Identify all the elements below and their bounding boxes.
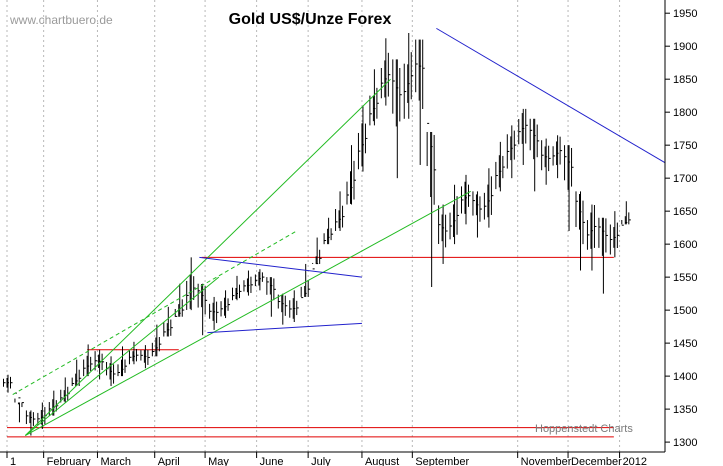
green-trend-line <box>25 276 220 436</box>
x-axis-month-labels: 1 February March April May June July August Sept… <box>6 452 647 466</box>
green-trend-line <box>12 230 297 396</box>
watermark: www.chartbuero.de <box>9 13 113 27</box>
x-tick-label: 2012 <box>623 456 647 466</box>
x-tick-label: June <box>260 456 284 466</box>
x-tick-label: December <box>571 456 622 466</box>
x-tick-label: April <box>158 456 180 466</box>
y-tick-label: 1700 <box>673 173 697 185</box>
price-bars <box>3 32 631 436</box>
blue-trend-line <box>207 322 362 334</box>
y-tick-label: 1500 <box>673 305 697 317</box>
y-tick-label: 1400 <box>673 371 697 383</box>
y-tick-label: 1650 <box>673 206 697 218</box>
y-tick-label: 1850 <box>673 74 697 86</box>
y-tick-label: 1600 <box>673 239 697 251</box>
y-tick-label: 1550 <box>673 272 697 284</box>
x-tick-label: February <box>47 456 92 466</box>
x-tick-label: July <box>311 456 331 466</box>
y-tick-label: 1800 <box>673 107 697 119</box>
chart-title: Gold US$/Unze Forex <box>229 11 392 28</box>
y-tick-label: 1450 <box>673 338 697 350</box>
y-axis-ticks: 1300 1350 1400 1450 1500 1550 1600 1650 1700 1750… <box>665 8 697 449</box>
x-tick-label: March <box>100 456 131 466</box>
trend-lines <box>12 27 666 436</box>
x-tick-label: September <box>415 456 469 466</box>
x-tick-label: May <box>208 456 229 466</box>
y-tick-label: 1350 <box>673 404 697 416</box>
green-trend-line <box>25 190 471 436</box>
support-lines <box>7 256 614 438</box>
blue-trend-line <box>436 27 666 164</box>
y-tick-label: 1300 <box>673 437 697 449</box>
y-tick-label: 1950 <box>673 8 697 20</box>
y-tick-label: 1900 <box>673 41 697 53</box>
source-credit: Hoppenstedt Charts <box>535 423 633 435</box>
green-trend-line <box>24 78 391 436</box>
x-tick-label: August <box>365 456 399 466</box>
x-tick-label: 1 <box>10 456 16 466</box>
y-tick-label: 1750 <box>673 140 697 152</box>
x-tick-label: November <box>521 456 572 466</box>
blue-trend-line <box>199 256 363 278</box>
